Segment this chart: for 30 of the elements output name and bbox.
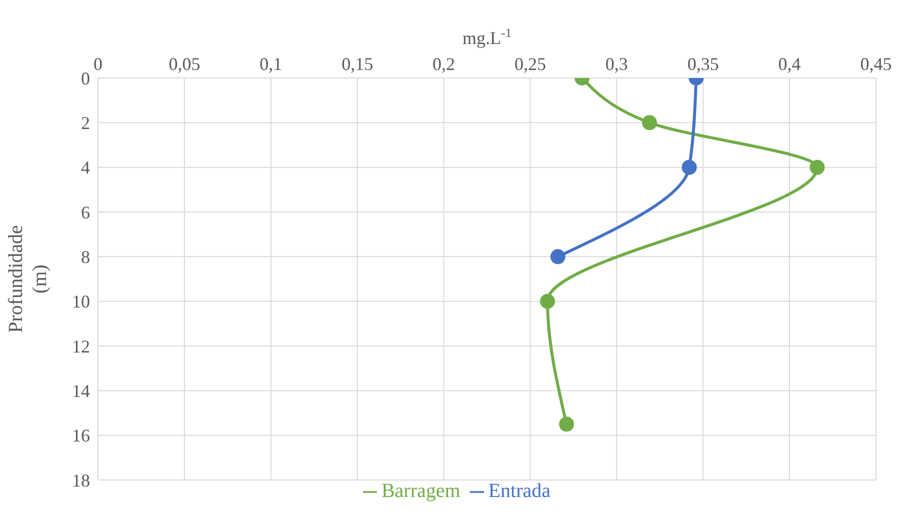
x-tick-label: 0,3 <box>605 54 628 74</box>
point <box>550 249 566 264</box>
y-tick-label: 18 <box>72 470 90 490</box>
y-tick-label: 10 <box>72 292 90 312</box>
legend-label: Entrada <box>488 480 551 502</box>
y-tick-label: 16 <box>72 426 90 446</box>
x-tick-label: 0,25 <box>514 54 546 74</box>
y-tick-label: 6 <box>81 202 90 222</box>
point <box>540 294 556 309</box>
x-tick-label: 0,35 <box>687 54 719 74</box>
y-tick-label: 4 <box>81 158 90 178</box>
y-tick-label: 2 <box>81 113 90 134</box>
y-tick-label: 8 <box>81 247 90 268</box>
point <box>682 160 697 175</box>
x-tick-label: 0,1 <box>260 54 282 74</box>
x-tick-label: 0,05 <box>168 54 200 74</box>
x-tick-label: 0 <box>94 54 102 74</box>
x-axis-title: mg.L$^{-1}$ <box>462 26 512 48</box>
point <box>810 160 825 175</box>
x-tick-label: 0,4 <box>778 54 801 74</box>
y-tick-label: 0 <box>81 68 90 88</box>
point <box>642 115 658 130</box>
x-tick-label: 0,45 <box>860 54 892 74</box>
legend-label: Barragem <box>381 480 460 502</box>
x-tick-label: 0,2 <box>432 54 456 74</box>
y-tick-label: 12 <box>72 336 90 356</box>
point <box>559 416 574 432</box>
x-tick-label: 0,15 <box>342 54 374 74</box>
y-axis-title: Profundidade (m) <box>5 225 51 333</box>
y-tick-label: 14 <box>72 381 90 402</box>
